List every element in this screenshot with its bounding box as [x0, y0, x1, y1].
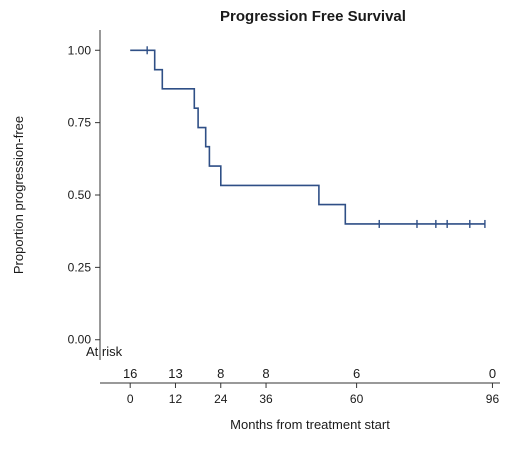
x-tick-label: 0 [127, 392, 134, 406]
x-tick-label: 60 [350, 392, 364, 406]
survival-curve [130, 46, 486, 228]
y-tick-label: 1.00 [68, 43, 92, 57]
x-axis-label: Months from treatment start [230, 417, 390, 432]
y-tick-label: 0.25 [68, 260, 92, 274]
at-risk-count: 8 [262, 366, 269, 381]
at-risk-count: 13 [168, 366, 182, 381]
y-axis-label: Proportion progression-free [11, 116, 26, 274]
y-tick-label: 0.50 [68, 188, 92, 202]
x-tick-label: 12 [169, 392, 183, 406]
y-tick-label: 0.75 [68, 116, 92, 130]
at-risk-label: At risk [86, 344, 123, 359]
x-tick-label: 24 [214, 392, 228, 406]
at-risk-count: 16 [123, 366, 137, 381]
at-risk-table: 16 13 8 8 6 0 [123, 366, 496, 381]
x-tick-label: 36 [259, 392, 273, 406]
chart-title: Progression Free Survival [220, 8, 406, 25]
x-tick-label: 96 [486, 392, 500, 406]
survival-step-line [130, 49, 485, 225]
y-tick-label: 0.00 [68, 333, 92, 347]
axes: 0.000.250.500.751.000 12 24 36 60 96 [68, 30, 500, 406]
at-risk-count: 8 [217, 366, 224, 381]
at-risk-count: 6 [353, 366, 360, 381]
at-risk-count: 0 [489, 366, 496, 381]
